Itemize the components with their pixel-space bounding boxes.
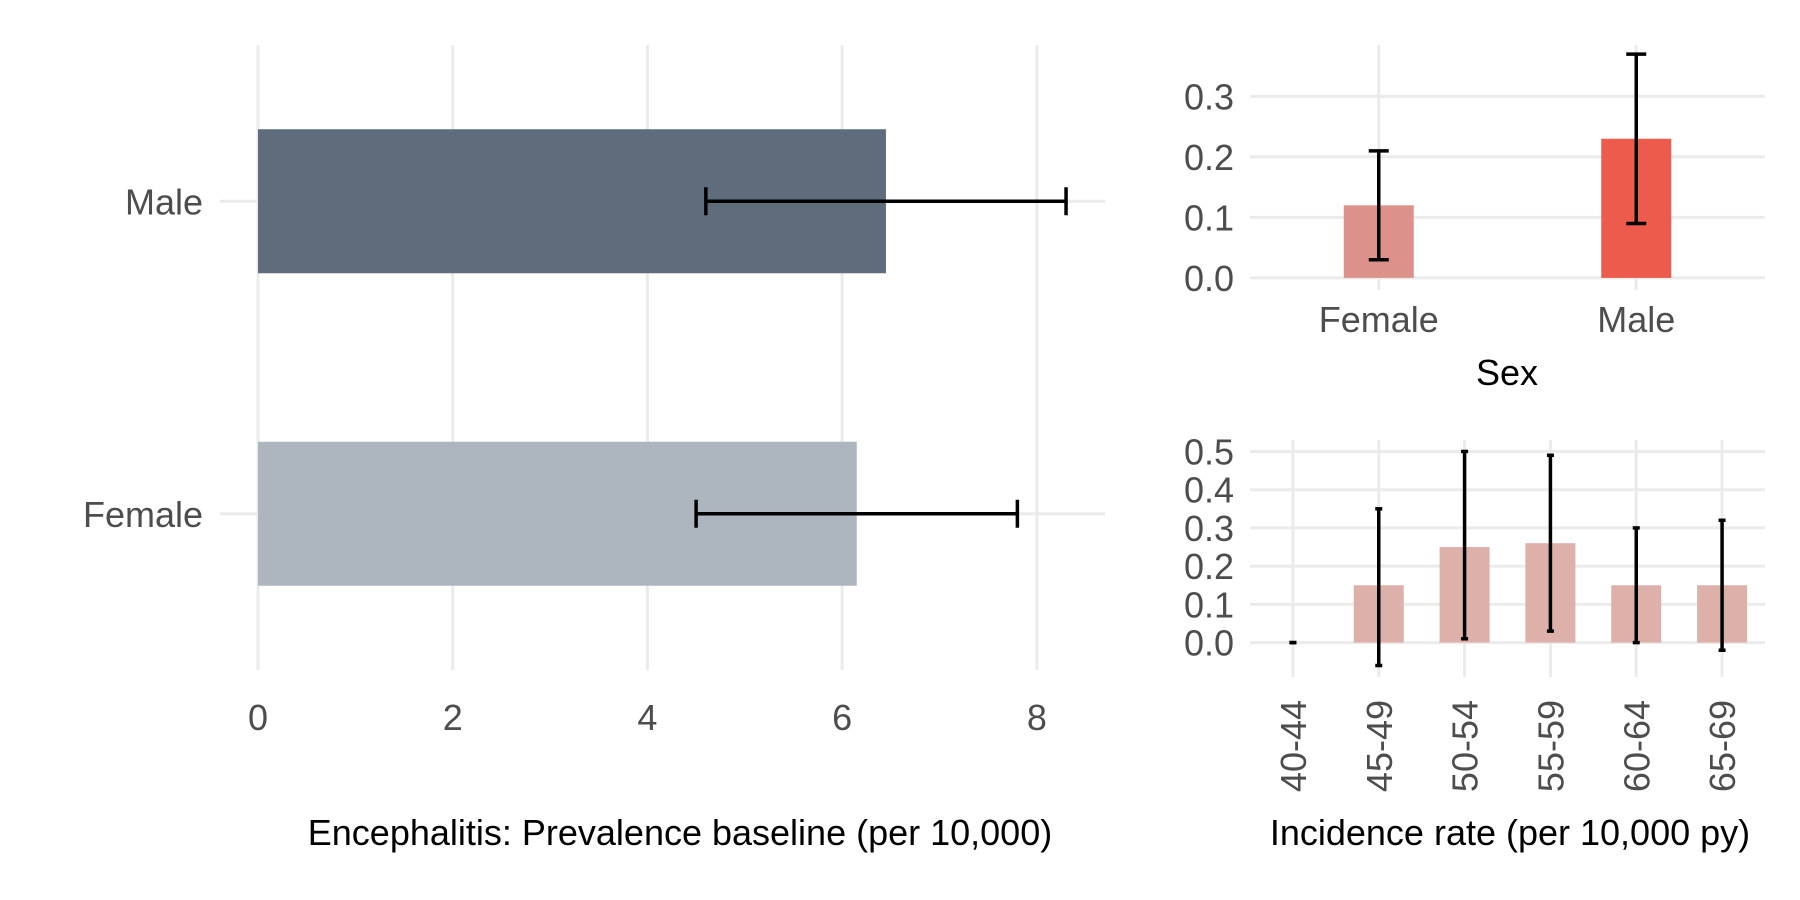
x-tick-label: 60-64 xyxy=(1616,700,1657,792)
y-tick-label: Female xyxy=(83,494,203,535)
y-tick-label: 0.2 xyxy=(1184,137,1234,178)
incidence-by-sex-panel: 0.0 0.1 0.2 0.3 Female Male xyxy=(1184,45,1765,340)
x-tick-label: 2 xyxy=(443,697,463,738)
x-tick-label: 65-69 xyxy=(1702,700,1743,792)
y-tick-label: 0.1 xyxy=(1184,584,1234,625)
x-tick-label: 40-44 xyxy=(1273,700,1314,792)
prevalence-panel: 0 2 4 6 8 Male Female xyxy=(83,45,1105,738)
y-tick-label: 0.2 xyxy=(1184,546,1234,587)
y-tick-label: 0.3 xyxy=(1184,76,1234,117)
y-tick-label: 0.1 xyxy=(1184,197,1234,238)
y-tick-label: 0.0 xyxy=(1184,258,1234,299)
y-tick-label: 0.4 xyxy=(1184,470,1234,511)
age-x-axis-title: Incidence rate (per 10,000 py) xyxy=(1270,812,1750,853)
x-tick-label: 6 xyxy=(832,697,852,738)
x-tick-label: 45-49 xyxy=(1359,700,1400,792)
incidence-by-age-panel: 0.00.10.20.30.40.5 40-44 45-49 50-54 55-59 60… xyxy=(1184,431,1765,792)
y-tick-label: Male xyxy=(125,181,203,222)
x-tick-label: 8 xyxy=(1027,697,1047,738)
y-tick-label: 0.3 xyxy=(1184,508,1234,549)
sex-x-axis-title: Sex xyxy=(1476,352,1538,393)
x-tick-label: 4 xyxy=(637,697,657,738)
x-tick-label: 55-59 xyxy=(1530,700,1571,792)
prevalence-x-axis-title: Encephalitis: Prevalence baseline (per 1… xyxy=(308,812,1052,853)
x-tick-label: 50-54 xyxy=(1445,700,1486,792)
y-tick-label: 0.0 xyxy=(1184,623,1234,664)
x-tick-label: Male xyxy=(1597,299,1675,340)
x-tick-label: 0 xyxy=(248,697,268,738)
x-tick-label: Female xyxy=(1319,299,1439,340)
y-tick-label: 0.5 xyxy=(1184,431,1234,472)
